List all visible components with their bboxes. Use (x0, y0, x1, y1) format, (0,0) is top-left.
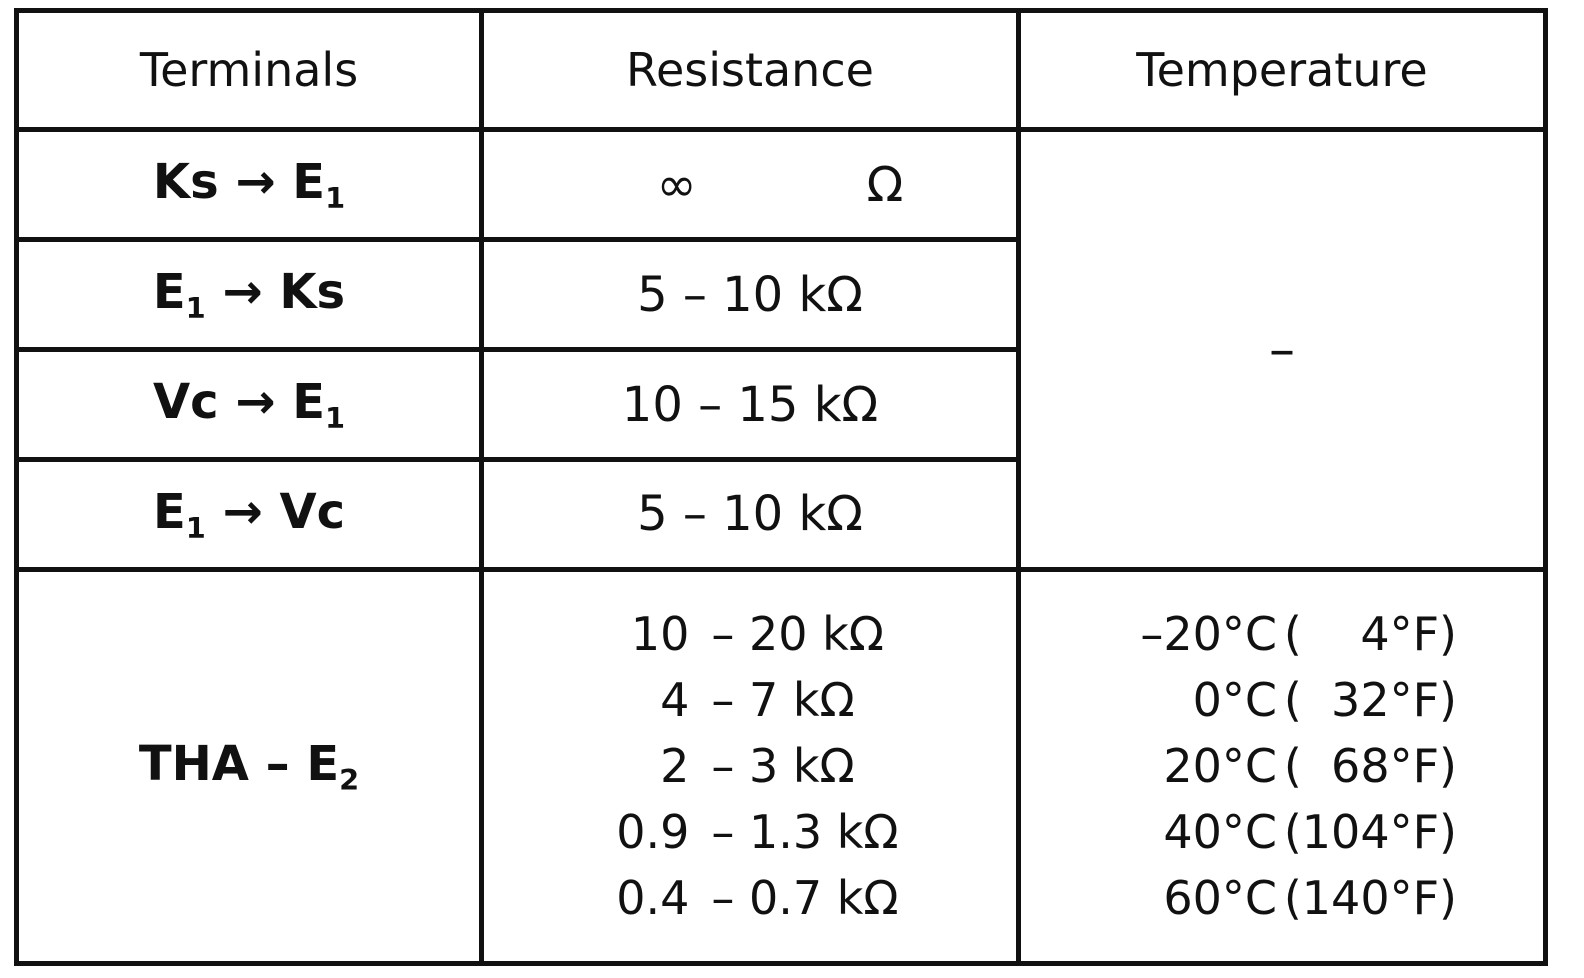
resistance-low: 10 (630, 607, 690, 662)
header-resistance: Resistance (479, 7, 1021, 133)
temperature-fahrenheit: ( 32°F) (1283, 673, 1457, 728)
terminal-cell: Ks → E1 (14, 127, 484, 243)
table-row: E1 → Ks 5 – 10 kΩ (14, 237, 1546, 353)
temperature-celsius: 60°C (1163, 871, 1277, 926)
terminal-label: Ks → E (152, 154, 326, 211)
terminal-subscript: 1 (324, 401, 346, 436)
resistance-cell-tha: 10 – 20 kΩ 4 – 7 kΩ 2 – 3 kΩ 0.9 – 1.3 kΩ 0.… (479, 566, 1021, 967)
temperature-line: 20°C( 68°F) (1107, 733, 1457, 799)
terminal-label: Vc → E (152, 373, 325, 430)
resistance-cell: 5 – 10 kΩ (479, 237, 1021, 353)
resistance-cell: 5 – 10 kΩ (479, 456, 1021, 572)
terminal-cell: E1 → Ks (14, 237, 484, 353)
terminal-tail: → Ks (205, 264, 346, 321)
temperature-celsius: 20°C (1163, 739, 1277, 794)
resistance-high: – 0.7 kΩ (711, 871, 899, 926)
terminal-label: E (152, 264, 186, 321)
temperature-cell-tha: –20°C( 4°F) 0°C( 32°F) 20°C( 68°F) 40°C(… (1016, 566, 1548, 967)
resistance-line: 0.9 – 1.3 kΩ (601, 799, 898, 865)
resistance-low: 4 (660, 673, 690, 728)
resistance-cell: 10 – 15 kΩ (479, 347, 1021, 462)
resistance-line: 2 – 3 kΩ (601, 733, 898, 799)
header-temperature: Temperature (1016, 7, 1548, 133)
terminal-subscript: 1 (185, 510, 206, 545)
resistance-spec-table: Terminals Resistance Temperature Ks → E1… (14, 7, 1548, 967)
terminal-label: E (152, 483, 186, 540)
terminal-subscript: 1 (325, 181, 346, 216)
resistance-line: 10 – 20 kΩ (601, 601, 898, 667)
resistance-low: 0.4 (616, 871, 690, 926)
terminal-cell: THA – E2 (14, 566, 484, 967)
terminal-tail: → Vc (205, 483, 346, 540)
ohm-unit: Ω (866, 156, 904, 213)
resistance-high: – 1.3 kΩ (711, 805, 899, 860)
header-terminals: Terminals (14, 7, 484, 133)
temperature-fahrenheit: (104°F) (1283, 805, 1457, 860)
table-row: E1 → Vc 5 – 10 kΩ (14, 456, 1546, 572)
temperature-line: 40°C (104°F) (1107, 799, 1457, 865)
temperature-line: –20°C( 4°F) (1107, 601, 1457, 667)
resistance-high: – 7 kΩ (711, 673, 855, 728)
header-row: Terminals Resistance Temperature (14, 7, 1548, 133)
table-row: Vc → E1 10 – 15 kΩ (14, 347, 1546, 462)
temperature-line: 60°C (140°F) (1107, 865, 1457, 931)
resistance-high: – 20 kΩ (711, 607, 884, 662)
terminal-label: THA – E (138, 735, 340, 792)
resistance-line: 0.4 – 0.7 kΩ (601, 865, 898, 931)
resistance-low: 0.9 (616, 805, 690, 860)
terminal-subscript: 1 (185, 291, 206, 326)
resistance-line: 4 – 7 kΩ (601, 667, 898, 733)
resistance-low: 2 (660, 739, 690, 794)
temperature-list: –20°C( 4°F) 0°C( 32°F) 20°C( 68°F) 40°C(… (1107, 601, 1457, 931)
temperature-fahrenheit: ( 68°F) (1283, 739, 1457, 794)
table-row-tha: THA – E2 10– 20 kΩ 4– 7 kΩ 2– 3 kΩ 0.9– … (14, 566, 1548, 967)
temperature-celsius: –20°C (1140, 607, 1277, 662)
resistance-high: – 3 kΩ (711, 739, 855, 794)
resistance-list: 10 – 20 kΩ 4 – 7 kΩ 2 – 3 kΩ 0.9 – 1.3 kΩ 0.… (601, 601, 898, 931)
infinity-symbol: ∞ (656, 156, 697, 213)
temperature-fahrenheit: (140°F) (1283, 871, 1457, 926)
table-row: Ks → E1 ∞ Ω – (14, 127, 1548, 572)
temperature-line: 0°C( 32°F) (1107, 667, 1457, 733)
temperature-celsius: 0°C (1192, 673, 1277, 728)
temperature-fahrenheit: ( 4°F) (1283, 607, 1457, 662)
resistance-cell: ∞ Ω (479, 127, 1021, 243)
terminal-subscript: 2 (339, 762, 360, 797)
temperature-cell-shared: – (1016, 127, 1548, 572)
terminal-cell: E1 → Vc (14, 456, 484, 572)
terminal-cell: Vc → E1 (14, 347, 484, 462)
temperature-celsius: 40°C (1163, 805, 1277, 860)
